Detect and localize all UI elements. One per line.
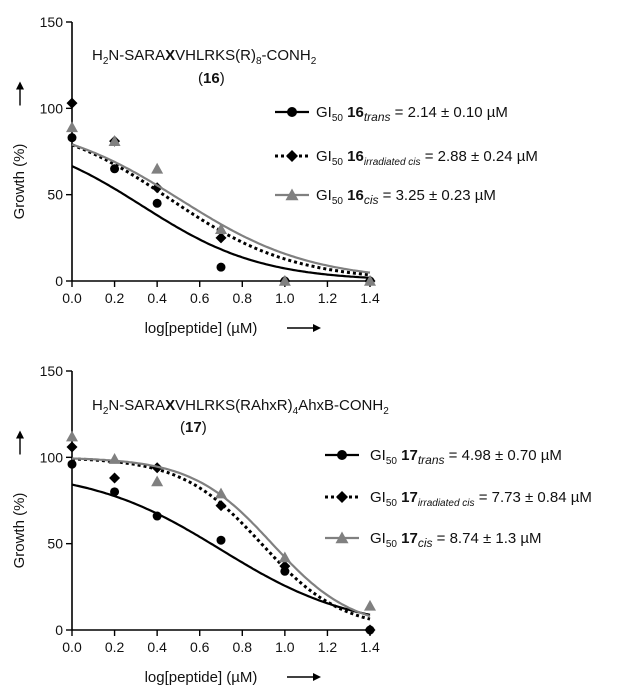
x-tick-label: 0.6 [190,290,210,306]
fit-curve [71,143,371,277]
legend-label: GI50 16irradiated cis = 2.88 ± 0.24 µM [316,148,538,168]
data-point [278,275,291,286]
legend-label: GI50 16cis = 3.25 ± 0.23 µM [316,187,496,207]
y-axis-label: Growth (%) [11,144,28,220]
data-point [152,198,162,208]
fit-curve [71,165,371,279]
x-axis-label: log[peptide] (µM) [145,320,258,337]
legend-marker [287,107,297,117]
x-tick-label: 0.6 [190,639,210,655]
x-tick-label: 0.8 [233,290,253,306]
series-3: GI50 17cis = 8.74 ± 1.3 µM [66,430,542,618]
chart-panel-1: 0 50 100 150 0.0 0.2 0.4 0.6 0.8 1.0 1.2 1.4 Growth … [11,14,538,337]
sequence-label: H2N-SARAXVHLRKS(RAhxR)4AhxB-CONH2 [92,397,389,417]
y-tick-label: 0 [55,273,63,289]
y-axis-arrow-head [16,81,24,90]
y-tick-label: 150 [40,14,64,30]
x-axis-label: log[peptide] (µM) [145,669,258,686]
x-tick-label: 0.0 [62,639,82,655]
y-tick-label: 0 [55,622,63,638]
fit-curve [71,483,371,616]
x-tick-label: 0.2 [105,290,125,306]
sequence-label: H2N-SARAXVHLRKS(R)8-CONH2 [92,47,317,67]
data-point [66,121,78,133]
data-point [364,275,376,286]
compound-label: (17) [180,419,207,436]
data-point [215,223,227,234]
y-axis-arrow-head [16,430,24,439]
data-point [66,441,78,453]
y-tick-label: 50 [47,187,63,203]
data-point [66,430,78,442]
y-tick-label: 50 [47,536,63,552]
data-point [279,560,291,572]
legend-marker [337,450,347,460]
x-axis-arrow-head [313,324,321,332]
x-tick-label: 0.2 [105,639,125,655]
x-axis-arrow-head [313,673,321,681]
data-point [278,551,291,563]
legend-label: GI50 16trans = 2.14 ± 0.10 µM [316,104,508,124]
x-tick-label: 0.8 [233,639,253,655]
data-point [216,535,226,545]
chart-panel-2: 0 50 100 150 0.0 0.2 0.4 0.6 0.8 1.0 1.2 1.4 Growth … [11,363,592,686]
legend-marker [335,531,349,544]
data-point [215,232,227,244]
y-tick-label: 100 [40,100,64,116]
data-point [151,475,164,487]
legend-label: GI50 17cis = 8.74 ± 1.3 µM [370,530,542,550]
legend-marker [336,491,348,503]
data-point [109,472,121,484]
data-point [152,511,162,521]
data-point [364,624,376,636]
series-2: GI50 17irradiated cis = 7.73 ± 0.84 µM [66,441,592,636]
data-point [151,162,164,174]
legend-label: GI50 17trans = 4.98 ± 0.70 µM [370,447,562,467]
data-point [364,599,376,611]
x-tick-label: 0.4 [147,639,167,655]
data-point [67,459,77,469]
x-tick-label: 0.0 [62,290,82,306]
data-point [110,487,120,497]
data-point [216,262,226,272]
legend-marker [286,150,298,162]
data-point [66,97,78,109]
data-point [108,135,121,146]
x-tick-label: 1.4 [360,639,380,655]
data-point [215,500,227,512]
legend-marker [285,188,299,201]
data-point [215,487,227,499]
series-3: GI50 16cis = 3.25 ± 0.23 µM [66,121,496,286]
legend-label: GI50 17irradiated cis = 7.73 ± 0.84 µM [370,489,592,509]
x-tick-label: 1.2 [318,639,338,655]
x-tick-label: 1.0 [275,639,295,655]
y-axis-label: Growth (%) [11,493,28,569]
series-1: GI50 17trans = 4.98 ± 0.70 µM [67,447,562,635]
y-tick-label: 100 [40,449,64,465]
x-tick-label: 1.4 [360,290,380,306]
compound-label: (16) [198,70,225,87]
x-tick-label: 1.0 [275,290,295,306]
data-point [108,453,121,464]
x-tick-label: 1.2 [318,290,338,306]
fit-curve [71,457,371,621]
data-point [67,133,77,143]
y-tick-label: 150 [40,363,64,379]
x-tick-label: 0.4 [147,290,167,306]
